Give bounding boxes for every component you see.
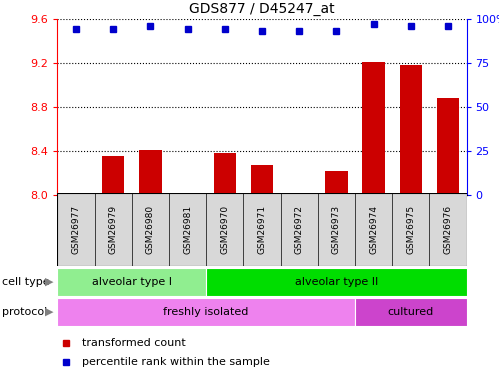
Text: freshly isolated: freshly isolated — [164, 307, 249, 317]
Bar — [214, 153, 236, 195]
Bar — [400, 65, 422, 195]
Bar — [288, 194, 310, 195]
Bar — [57, 298, 355, 326]
Text: ▶: ▶ — [44, 307, 53, 317]
Text: GSM26970: GSM26970 — [220, 205, 229, 254]
Text: GSM26981: GSM26981 — [183, 205, 192, 254]
Text: GSM26973: GSM26973 — [332, 205, 341, 254]
Text: GSM26975: GSM26975 — [406, 205, 415, 254]
Bar — [65, 193, 87, 195]
Text: alveolar type II: alveolar type II — [295, 277, 378, 287]
Bar — [57, 268, 206, 296]
Text: GSM26976: GSM26976 — [444, 205, 453, 254]
Text: protocol: protocol — [2, 307, 48, 317]
Bar — [177, 194, 199, 195]
Bar — [362, 62, 385, 195]
Text: transformed count: transformed count — [82, 338, 186, 348]
Text: GSM26980: GSM26980 — [146, 205, 155, 254]
Bar — [355, 298, 467, 326]
Text: alveolar type I: alveolar type I — [92, 277, 172, 287]
Text: cell type: cell type — [2, 277, 50, 287]
Bar — [102, 156, 124, 195]
Text: GSM26974: GSM26974 — [369, 205, 378, 254]
Title: GDS877 / D45247_at: GDS877 / D45247_at — [189, 2, 335, 16]
Bar — [206, 268, 467, 296]
Text: percentile rank within the sample: percentile rank within the sample — [82, 357, 270, 368]
Text: GSM26971: GSM26971 — [257, 205, 266, 254]
Text: GSM26979: GSM26979 — [109, 205, 118, 254]
Bar — [437, 98, 459, 195]
Text: cultured: cultured — [388, 307, 434, 317]
Text: ▶: ▶ — [44, 277, 53, 287]
Bar — [251, 165, 273, 195]
Bar — [325, 171, 347, 195]
Bar — [139, 150, 162, 195]
Text: GSM26977: GSM26977 — [71, 205, 80, 254]
Text: GSM26972: GSM26972 — [295, 205, 304, 254]
